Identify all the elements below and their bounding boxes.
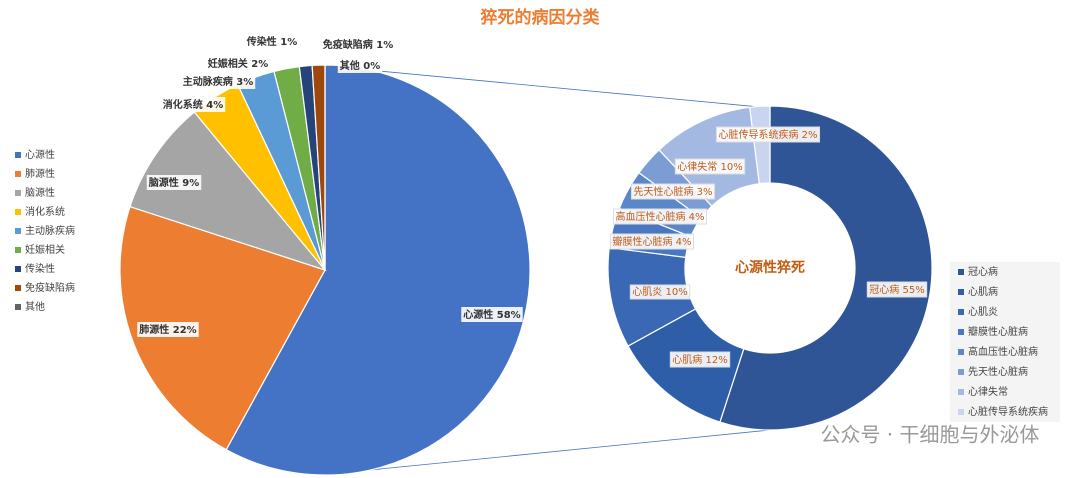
donut-center-title: 心源性猝死 [735,259,805,276]
legend-swatch [15,285,21,291]
data-label: 高血压性心脏病 4% [615,210,704,223]
legend-label: 妊娠相关 [25,243,65,256]
label-bg [609,233,695,250]
legend-swatch [15,247,21,253]
connector [329,429,771,475]
label-bg [160,97,226,112]
data-label: 先天性心脏病 3% [633,185,712,198]
data-label: 心肌炎 10% [632,286,687,298]
data-label: 其他 0% [340,59,380,72]
legend-swatch [958,309,964,315]
legend-swatch [15,209,21,215]
legend-label: 主动脉疾病 [25,224,75,237]
data-label: 消化系统 4% [163,98,223,111]
legend-label: 心肌病 [968,285,998,298]
pie-slice [129,111,327,272]
label-bg [866,281,928,298]
watermark: 公众号 · 干细胞与外泌体 [820,423,1039,447]
label-bg [137,322,199,337]
connector [325,65,771,109]
legend-label: 免疫缺陷病 [25,281,75,294]
donut-segment [719,105,933,431]
legend-label: 冠心病 [968,265,998,278]
data-label: 妊娠相关 2% [208,57,268,70]
legend-swatch [958,409,964,415]
legend-swatch [958,389,964,395]
data-label: 心律失常 10% [677,160,742,173]
legend-swatch [15,190,21,196]
legend-swatch [15,228,21,234]
legend-label: 消化系统 [25,205,65,218]
label-bg [630,183,716,200]
legend-swatch [958,289,964,295]
legend-swatch [958,349,964,355]
label-bg [243,34,300,49]
legend-label: 心脏传导系统疾病 [968,405,1048,418]
label-bg [461,307,523,322]
label-bg [715,126,821,143]
label-bg [146,175,202,190]
data-label: 冠心病 55% [869,283,924,296]
legend-label: 其他 [25,300,45,313]
legend-label: 脑源性 [25,186,55,199]
legend-label: 肺源性 [25,167,55,180]
label-bg [180,74,256,89]
data-label: 心肌病 12% [672,353,727,366]
label-bg [337,58,383,73]
pie-slice [119,205,326,451]
label-bg [320,37,396,52]
legend-label: 瓣膜性心脏病 [968,325,1028,338]
label-bg [612,208,708,225]
data-label: 心脏传导系统疾病 2% [718,128,817,141]
data-label: 脑源性 9% [149,176,199,189]
label-bg [629,284,691,300]
legend-swatch [15,152,21,158]
legend-label: 先天性心脏病 [968,365,1028,378]
data-label: 肺源性 22% [139,323,196,336]
label-bg [669,351,731,368]
data-label: 瓣膜性心脏病 4% [612,235,691,248]
label-bg [674,158,746,175]
legend-label: 传染性 [25,262,55,275]
data-label: 传染性 1% [246,35,297,48]
legend-label: 心源性 [25,148,55,161]
legend-label: 心肌炎 [968,306,998,318]
data-label: 免疫缺陷病 1% [323,38,393,51]
pie-slice [225,64,531,476]
legend-box [950,262,1060,422]
legend-swatch [15,266,21,272]
data-label: 主动脉疾病 3% [183,75,253,88]
legend-swatch [958,369,964,375]
legend-swatch [15,304,21,310]
legend-label: 高血压性心脏病 [968,345,1038,358]
chart-title: 猝死的病因分类 [480,7,601,28]
label-bg [205,56,271,71]
legend-swatch [958,329,964,335]
data-label: 心源性 58% [463,308,520,321]
legend-label: 心律失常 [968,385,1008,398]
donut-segment [749,105,771,185]
legend-swatch [15,171,21,177]
legend-swatch [958,269,964,275]
